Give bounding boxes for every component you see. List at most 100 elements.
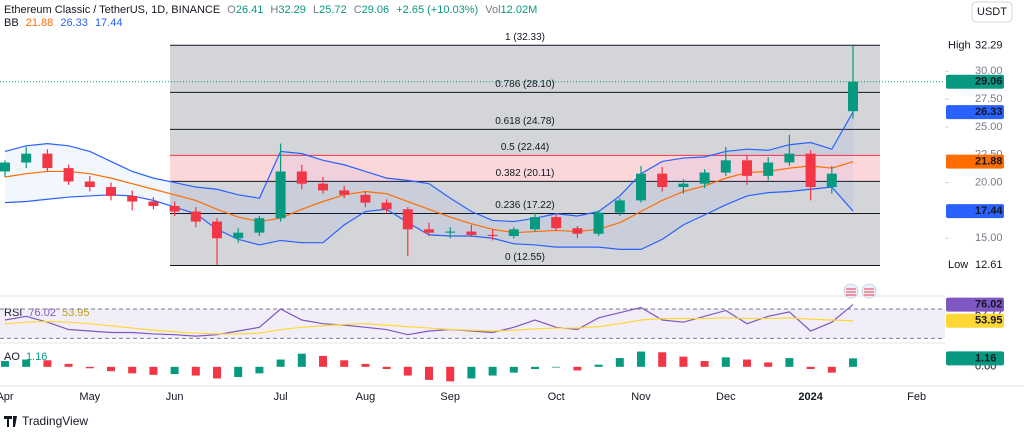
ao-bar <box>531 366 539 369</box>
ao-bar <box>552 366 561 368</box>
x-tick-label: Oct <box>548 391 565 403</box>
price-tag-label: 26.33 <box>975 106 1003 118</box>
ao-bar <box>22 359 31 367</box>
ohlc-label: C <box>354 4 362 16</box>
flag-stripes <box>864 288 874 296</box>
rsi-legend: RSI 76.02 53.95 <box>4 307 90 319</box>
candle-body <box>508 229 519 237</box>
candle-body <box>212 221 222 239</box>
ao-bar <box>382 366 391 369</box>
candle-body <box>275 171 286 219</box>
candle-body <box>572 228 583 234</box>
ao-bar <box>721 357 730 367</box>
candle-body <box>551 217 562 229</box>
low-value: 12.61 <box>975 259 1003 271</box>
ao-bar <box>234 366 243 377</box>
fib-label: 0.382 (20.11) <box>496 168 555 179</box>
ao-bar <box>446 366 455 382</box>
candle-body <box>657 173 668 188</box>
range-bg <box>946 257 1004 272</box>
ao-bar <box>425 366 433 380</box>
candle-body <box>445 231 456 233</box>
ao-bar <box>658 352 667 367</box>
candle-body <box>42 153 53 169</box>
candle-body <box>148 201 159 206</box>
fib-label: 0.5 (22.44) <box>501 142 549 153</box>
low-label: Low <box>948 259 968 271</box>
ao-tag <box>946 351 1004 366</box>
event-flag[interactable] <box>843 283 859 299</box>
range-bg <box>946 38 1004 53</box>
candle-body <box>190 211 201 222</box>
x-tick-label: Aug <box>356 391 376 403</box>
rsi-line <box>4 304 854 337</box>
bb-basis-value: 21.88 <box>26 17 54 29</box>
candle-body <box>21 153 32 163</box>
volume-label: Vol <box>485 4 500 16</box>
x-tick-label: Dec <box>716 391 736 403</box>
ao-name: AO <box>4 351 20 363</box>
rsi-tag <box>946 297 1004 312</box>
candle-body <box>402 209 413 230</box>
ao-bar <box>340 360 349 367</box>
candle-body <box>63 168 74 182</box>
ao-tag-label: 1.16 <box>975 352 996 364</box>
currency-button[interactable] <box>971 1 1013 23</box>
bb-upper <box>4 111 854 223</box>
candle-body <box>678 183 689 188</box>
ohlc-value: 26.41 <box>236 4 264 16</box>
bb-name: BB <box>4 17 19 29</box>
rsi-ma-value: 53.95 <box>62 307 90 319</box>
bb-basis <box>4 161 854 234</box>
rsi-band <box>0 309 945 339</box>
price-tag <box>946 74 1004 89</box>
ao-bar <box>170 366 179 375</box>
candle-body <box>763 162 774 176</box>
ao-bar <box>679 356 688 367</box>
ao-value: 1.16 <box>26 351 47 363</box>
ao-bar <box>615 358 624 367</box>
candle-body <box>0 162 10 172</box>
fib-zone <box>170 92 880 130</box>
fib-zone <box>170 129 880 156</box>
candle-body <box>784 153 795 163</box>
ao-bar <box>700 361 709 367</box>
candle-body <box>848 81 858 112</box>
y-tick-label: 20.00 <box>975 176 1003 188</box>
candle-body <box>805 153 816 188</box>
candle-body <box>254 218 265 233</box>
candle-body <box>296 171 307 184</box>
fib-zone <box>170 213 880 266</box>
rsi-ma-tag <box>946 313 1004 328</box>
candle-body <box>593 212 604 234</box>
event-flag[interactable] <box>861 283 877 299</box>
ao-bar <box>276 359 285 367</box>
x-tick-label: Jun <box>166 391 184 403</box>
bb-upper-value: 26.33 <box>60 17 88 29</box>
ao-bar <box>827 366 836 373</box>
x-tick-label: 2024 <box>798 391 823 403</box>
candle-body <box>530 217 540 230</box>
candle-body <box>424 229 434 233</box>
ao-bar <box>764 362 773 367</box>
brand: TradingView <box>22 414 88 428</box>
fib-zone <box>170 181 880 214</box>
fib-label: 0.786 (28.10) <box>495 79 555 90</box>
candle-body <box>614 200 625 213</box>
candle-body <box>339 190 350 195</box>
x-tick-label: Jul <box>274 391 288 403</box>
ao-legend: AO 1.16 <box>4 351 47 363</box>
rsi-tag-label: 76.02 <box>975 298 1003 310</box>
ao-bar <box>637 351 645 367</box>
ao-bar <box>43 360 52 367</box>
candle-body <box>699 172 710 184</box>
candle-body <box>169 205 180 212</box>
price-tag <box>946 204 1004 219</box>
candle-body <box>487 234 498 237</box>
fibonacci-layer: 1 (32.33) 0.786 (28.10) 0.618 (24.78) 0.5 (… <box>170 32 880 267</box>
y-tick-label: 25.00 <box>975 121 1003 133</box>
x-tick-label: Nov <box>631 391 651 403</box>
ao-bar <box>403 366 412 376</box>
volume: 12.02M <box>501 4 538 16</box>
